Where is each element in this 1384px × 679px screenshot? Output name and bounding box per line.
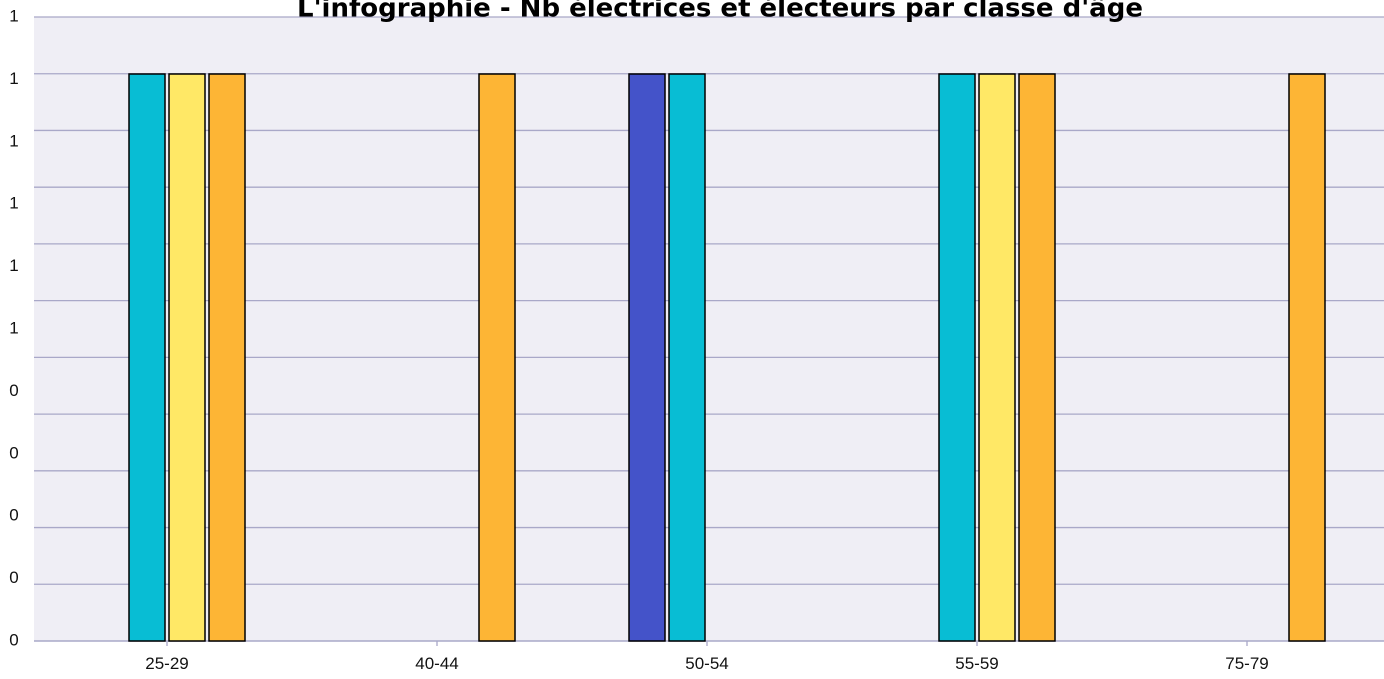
y-tick-label: 0 bbox=[9, 381, 18, 400]
x-tick-label: 75-79 bbox=[1225, 654, 1268, 673]
y-tick-label: 0 bbox=[9, 443, 18, 462]
x-axis-ticks: 25-29 40-44 50-54 55-59 75-79 bbox=[145, 641, 1269, 673]
bar bbox=[978, 73, 1016, 642]
y-axis-ticks: 0 0 0 0 0 1 1 1 1 1 1 bbox=[9, 6, 18, 649]
bar bbox=[168, 73, 206, 642]
bar bbox=[668, 73, 706, 642]
x-tick-label: 50-54 bbox=[685, 654, 728, 673]
y-tick-label: 1 bbox=[9, 194, 18, 213]
x-tick-label: 55-59 bbox=[955, 654, 998, 673]
y-tick-label: 1 bbox=[9, 318, 18, 337]
bar bbox=[628, 73, 666, 642]
y-tick-label: 0 bbox=[9, 506, 18, 525]
x-tick-label: 25-29 bbox=[145, 654, 188, 673]
y-tick-label: 1 bbox=[9, 131, 18, 150]
bar bbox=[1018, 73, 1056, 642]
bar bbox=[938, 73, 976, 642]
bar bbox=[208, 73, 246, 642]
y-tick-label: 1 bbox=[9, 256, 18, 275]
y-tick-label: 0 bbox=[9, 568, 18, 587]
grid-lines bbox=[34, 16, 1384, 642]
bar bbox=[1288, 73, 1326, 642]
y-tick-label: 1 bbox=[9, 69, 18, 88]
bar bbox=[478, 73, 516, 642]
y-tick-label: 0 bbox=[9, 630, 18, 649]
bar bbox=[128, 73, 166, 642]
chart-title: L'infographie - Nb électrices et électeu… bbox=[297, 0, 1143, 23]
bars bbox=[128, 73, 1326, 642]
y-tick-label: 1 bbox=[9, 6, 18, 25]
plot-area bbox=[34, 17, 1384, 641]
x-tick-label: 40-44 bbox=[415, 654, 458, 673]
